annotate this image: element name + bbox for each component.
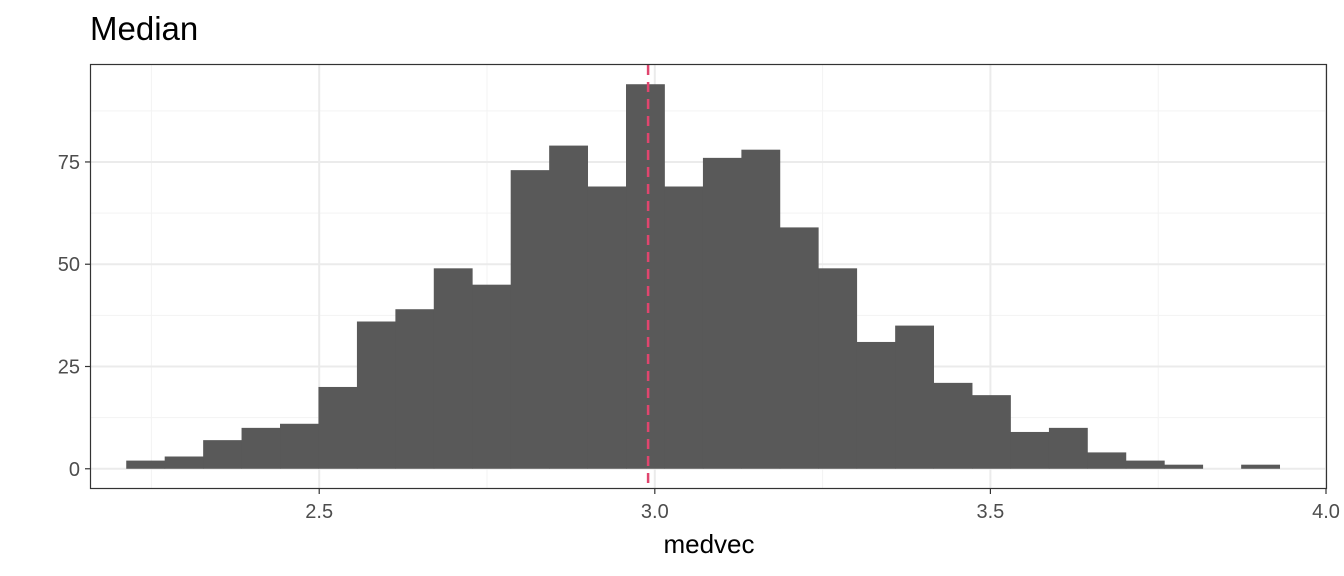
x-axis-title: medvec bbox=[663, 529, 754, 559]
histogram-bar bbox=[1164, 464, 1204, 469]
histogram-bar bbox=[241, 427, 281, 469]
histogram-bar bbox=[203, 440, 243, 469]
histogram-bars bbox=[126, 84, 1281, 469]
x-axis: 2.5 3.0 3.5 4.0 bbox=[305, 488, 1340, 523]
histogram-bar bbox=[318, 386, 358, 469]
histogram-bar bbox=[702, 157, 742, 469]
histogram-bar bbox=[664, 186, 704, 469]
histogram-bar bbox=[856, 341, 896, 469]
histogram-bar bbox=[433, 268, 473, 469]
histogram-bar bbox=[395, 309, 435, 469]
y-axis: 0 25 50 75 bbox=[58, 152, 91, 481]
chart-title: Median bbox=[90, 10, 198, 47]
y-tick-label: 75 bbox=[58, 152, 80, 174]
histogram-bar bbox=[510, 170, 550, 469]
histogram-bar bbox=[1010, 431, 1050, 469]
x-tick-label: 3.0 bbox=[641, 501, 669, 523]
histogram-bar bbox=[549, 145, 589, 469]
histogram-bar bbox=[1241, 464, 1281, 469]
histogram-bar bbox=[895, 325, 935, 469]
x-tick-label: 4.0 bbox=[1312, 501, 1340, 523]
histogram-bar bbox=[164, 456, 204, 469]
histogram-bar bbox=[818, 268, 858, 469]
histogram-bar bbox=[1125, 460, 1165, 469]
y-tick-label: 25 bbox=[58, 357, 80, 379]
histogram-bar bbox=[472, 284, 512, 469]
histogram-bar bbox=[1048, 427, 1088, 469]
histogram-bar bbox=[972, 395, 1011, 469]
panel-border bbox=[89, 63, 1328, 490]
histogram-bar bbox=[1087, 452, 1127, 469]
histogram-bar bbox=[587, 186, 627, 469]
x-tick-label: 3.5 bbox=[976, 501, 1004, 523]
y-tick-label: 0 bbox=[69, 459, 80, 481]
y-tick-label: 50 bbox=[58, 254, 80, 276]
histogram-bar bbox=[356, 321, 396, 469]
x-tick-label: 2.5 bbox=[305, 501, 333, 523]
histogram-bar bbox=[933, 382, 973, 469]
histogram-bar bbox=[626, 84, 665, 469]
histogram-bar bbox=[280, 423, 319, 469]
histogram-bar bbox=[126, 460, 166, 469]
histogram-bar bbox=[741, 149, 781, 469]
histogram-bar bbox=[779, 227, 819, 469]
